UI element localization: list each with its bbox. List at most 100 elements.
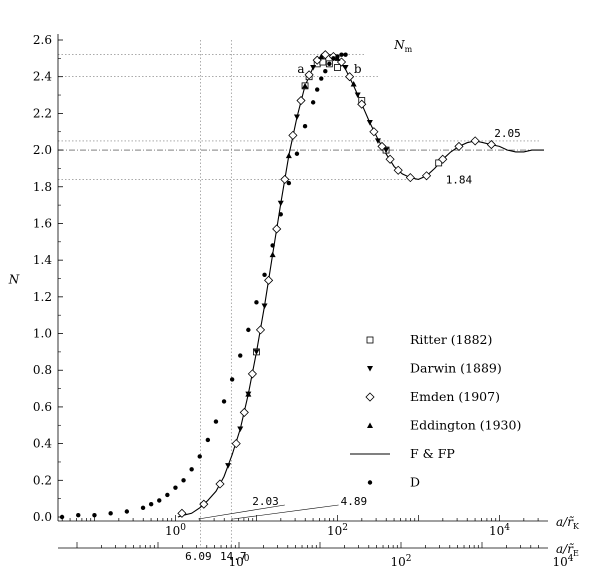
d-marker xyxy=(367,480,373,485)
x-axis-bottom-label: a/r̃E xyxy=(556,542,579,558)
y-tick-label: 1.2 xyxy=(33,290,52,304)
d-marker xyxy=(323,68,328,74)
d-marker xyxy=(310,100,316,105)
label-a: a xyxy=(297,62,304,76)
legend-label: Darwin (1889) xyxy=(410,361,502,376)
darwin-marker xyxy=(310,65,317,71)
d-marker xyxy=(246,327,251,333)
d-marker xyxy=(319,76,324,81)
y-tick-label: 0.6 xyxy=(33,400,52,414)
legend-label: D xyxy=(410,475,420,490)
eddington-marker xyxy=(245,391,252,397)
d-marker xyxy=(173,485,178,490)
y-tick-label: 2.2 xyxy=(33,106,52,120)
d-marker xyxy=(197,454,202,459)
eddington-marker xyxy=(285,152,292,159)
emden-marker xyxy=(405,173,415,183)
d-marker xyxy=(286,180,292,186)
d-marker xyxy=(254,300,259,305)
eddington-marker xyxy=(350,81,357,87)
d-marker xyxy=(294,151,300,156)
emden-marker xyxy=(385,154,395,164)
y-tick-label: 0.4 xyxy=(33,437,52,451)
d-marker xyxy=(181,478,186,483)
d-marker xyxy=(278,212,283,217)
nm-label: Nm xyxy=(393,38,413,54)
label-b: b xyxy=(354,62,362,76)
emden-marker xyxy=(296,95,306,106)
eddington-marker xyxy=(318,53,325,60)
d-marker xyxy=(108,511,113,516)
y-tick-label: 1.4 xyxy=(33,253,52,267)
label-147: 14.7 xyxy=(220,550,247,563)
ffp-curve xyxy=(177,54,544,518)
legend-entry: Emden (1907) xyxy=(365,389,500,404)
emden-marker xyxy=(247,369,257,379)
d-marker xyxy=(92,512,97,518)
d-marker xyxy=(238,353,243,358)
emden-marker xyxy=(239,407,249,417)
emden-marker xyxy=(255,325,266,335)
series-up-triangle xyxy=(245,53,357,397)
d-marker xyxy=(76,512,81,518)
series-down-triangle xyxy=(225,54,390,469)
series-dot xyxy=(59,52,348,520)
emden-marker xyxy=(369,127,379,137)
eddington-marker xyxy=(269,251,276,258)
emden-marker xyxy=(345,72,355,82)
emden-marker xyxy=(357,99,367,109)
y-tick-label: 0.2 xyxy=(33,473,52,487)
label-489: 4.89 xyxy=(341,495,368,508)
d-marker xyxy=(124,509,130,514)
emden-marker xyxy=(288,130,298,140)
d-marker xyxy=(165,492,170,498)
emden-marker xyxy=(320,50,330,60)
darwin-marker xyxy=(342,65,349,71)
d-marker xyxy=(331,56,336,61)
d-marker xyxy=(140,505,146,511)
series-square xyxy=(253,58,443,356)
arrow-489 xyxy=(233,504,339,520)
y-tick-label: 2.0 xyxy=(33,143,52,157)
d-marker xyxy=(262,272,267,278)
emden-marker xyxy=(304,70,314,80)
label-203: 2.03 xyxy=(252,495,279,508)
emden-marker xyxy=(486,140,496,150)
eddington-marker xyxy=(367,422,373,428)
x-top-tick-label: 100 xyxy=(165,523,186,538)
ritter-marker xyxy=(366,336,374,344)
darwin-marker xyxy=(367,366,373,372)
d-marker xyxy=(229,377,235,382)
legend-label: Emden (1907) xyxy=(410,389,500,404)
d-marker xyxy=(205,437,211,443)
x-top-tick-label: 102 xyxy=(327,523,348,538)
x-top-tick-label: 104 xyxy=(489,523,510,538)
legend-entry: D xyxy=(367,475,420,490)
d-marker xyxy=(148,501,154,507)
y-tick-label: 2.6 xyxy=(33,33,52,47)
d-marker xyxy=(59,514,65,520)
darwin-marker xyxy=(354,92,361,99)
darwin-marker xyxy=(277,200,284,207)
legend: Ritter (1882) Darwin (1889) Emden (1907) Ed… xyxy=(350,332,521,490)
reference-lines xyxy=(58,40,544,548)
emden-marker xyxy=(177,508,187,518)
darwin-marker xyxy=(225,463,232,469)
y-tick-label: 1.8 xyxy=(33,180,52,194)
emden-marker xyxy=(231,439,241,449)
series-layer xyxy=(59,50,544,520)
x-bottom-tick-label: 102 xyxy=(390,554,411,569)
d-marker xyxy=(189,467,194,472)
darwin-marker xyxy=(253,349,260,355)
darwin-marker xyxy=(374,138,381,144)
emden-marker xyxy=(470,136,480,146)
emden-marker xyxy=(264,275,274,285)
label-609: 6.09 xyxy=(185,550,212,563)
x-bottom-tick-label: 100 xyxy=(228,554,249,569)
arrow-203 xyxy=(198,504,285,520)
eddington-marker xyxy=(302,82,309,89)
d-marker xyxy=(221,399,227,404)
d-marker xyxy=(327,61,332,67)
legend-label: F & FP xyxy=(410,446,455,461)
axes: 0.0 0.2 0.4 0.6 0.8 1.0 1.2 1.4 1.6 1.8 2.0 2.2 2.4 2… xyxy=(8,33,580,569)
